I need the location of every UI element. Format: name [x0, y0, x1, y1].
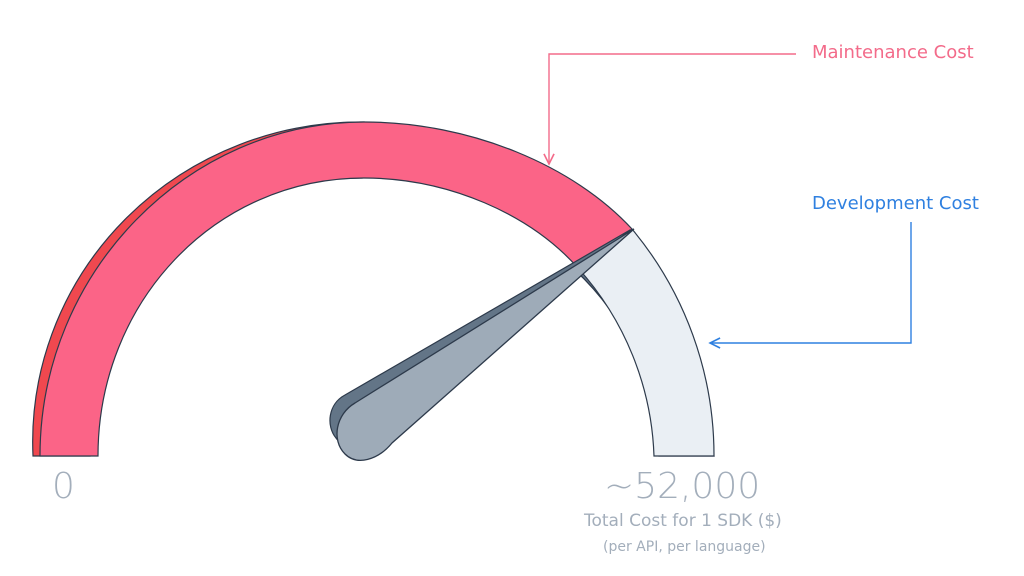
development-segment	[577, 228, 715, 457]
development-callout-line	[710, 222, 912, 343]
gauge-max-label: ~52,000	[604, 466, 761, 507]
gauge-axis-sublabel: (per API, per language)	[603, 539, 766, 555]
development-cost-label: Development Cost	[812, 193, 979, 214]
gauge-needle	[336, 228, 635, 461]
maintenance-cost-label: Maintenance Cost	[812, 42, 974, 63]
maintenance-callout-line	[549, 53, 796, 164]
gauge-axis-label: Total Cost for 1 SDK ($)	[584, 511, 782, 531]
gauge-min-label: 0	[52, 466, 75, 507]
maintenance-segment	[39, 121, 633, 457]
